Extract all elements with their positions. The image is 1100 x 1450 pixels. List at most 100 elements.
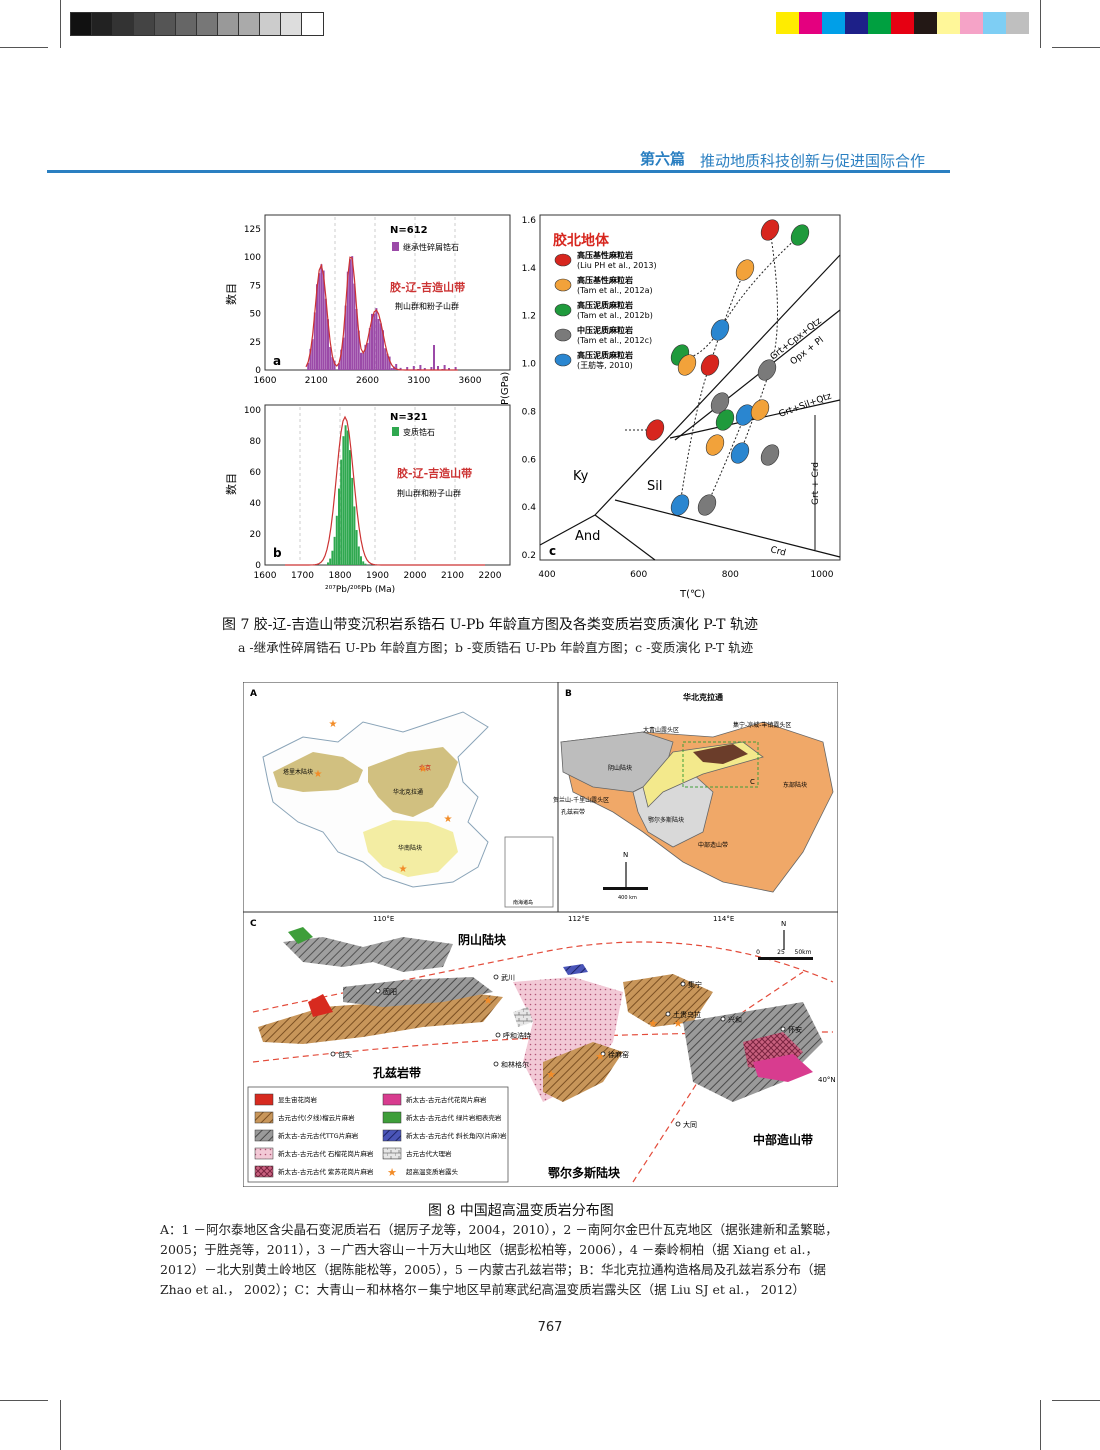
legend-marker bbox=[554, 253, 572, 267]
eastern-label: 东部陆块 bbox=[783, 781, 807, 789]
north-arrow-b: N bbox=[623, 851, 628, 859]
pt-ellipse bbox=[757, 359, 777, 381]
coordinate-label: 40°N bbox=[818, 1076, 836, 1084]
histogram-bar bbox=[327, 319, 329, 370]
scale-label-b: 400 km bbox=[618, 895, 637, 901]
gray-swatch bbox=[91, 12, 114, 36]
histogram-bar bbox=[366, 342, 369, 370]
panel-B-label: B bbox=[565, 689, 572, 699]
x-tick-label: 800 bbox=[722, 570, 739, 580]
histogram-bar bbox=[364, 563, 367, 565]
y-tick-label: 125 bbox=[244, 225, 261, 235]
gray-swatch bbox=[175, 12, 198, 36]
star-icon: ★ bbox=[314, 769, 323, 780]
color-swatch bbox=[960, 12, 983, 34]
legend-swatch bbox=[254, 1165, 274, 1178]
north-china-craton bbox=[368, 747, 458, 817]
histogram-bar bbox=[353, 506, 356, 565]
color-swatch bbox=[845, 12, 868, 34]
amphibolite bbox=[563, 964, 588, 975]
histogram-bar bbox=[379, 323, 382, 370]
panel-b-n: N=321 bbox=[390, 412, 428, 423]
place-marker bbox=[493, 1061, 499, 1067]
histogram-bar bbox=[344, 425, 347, 565]
and-sil-boundary bbox=[594, 514, 656, 561]
star-icon: ★ bbox=[399, 864, 408, 875]
histogram-bar bbox=[357, 330, 360, 370]
marble bbox=[513, 1007, 533, 1027]
histogram-bar bbox=[373, 313, 376, 370]
header-rule bbox=[47, 170, 950, 173]
histogram-bar bbox=[316, 284, 318, 370]
panel-b-xlabel: ²⁰⁷Pb/²⁰⁶Pb (Ma) bbox=[325, 585, 395, 595]
figure8-panel-a: A 南海诸岛 塔里木陆块 北京 华北克拉通 华南陆块 ★ ★ ★ ★ ★ bbox=[243, 682, 559, 913]
metapelite-west bbox=[258, 992, 503, 1044]
y-tick-label: 80 bbox=[250, 437, 262, 447]
legend-ref: (Tam et al., 2012a) bbox=[577, 286, 653, 295]
x-tick-label: 1800 bbox=[329, 571, 352, 581]
panel-a-ylabel: 数目 bbox=[225, 283, 238, 305]
histogram-bar bbox=[351, 256, 354, 370]
star-icon: ★ bbox=[546, 1068, 556, 1081]
crop-mark bbox=[0, 1400, 48, 1401]
legend-marker bbox=[554, 328, 572, 342]
place-marker bbox=[493, 974, 499, 980]
histogram-bar bbox=[324, 298, 327, 370]
histogram-bar bbox=[360, 352, 362, 370]
boundary-north bbox=[252, 941, 834, 1013]
color-swatch bbox=[799, 12, 822, 34]
gray-swatch bbox=[301, 12, 324, 36]
page-number: 767 bbox=[537, 1320, 563, 1335]
panel-a-belt: 胶-辽-吉造山带 bbox=[390, 280, 465, 294]
color-swatch bbox=[776, 12, 799, 34]
gray-swatch bbox=[112, 12, 135, 36]
pt-path bbox=[679, 269, 746, 506]
y-tick-label: 75 bbox=[250, 281, 261, 291]
running-header-title: 推动地质科技创新与促进国际合作 bbox=[700, 152, 926, 170]
ttg-gneiss-north bbox=[283, 937, 453, 972]
legend-swatch bbox=[254, 1093, 274, 1106]
figure-8-caption-body: A：1 －阿尔泰地区含尖晶石变泥质岩石（据厉子龙等，2004，2010），2 －… bbox=[160, 1220, 940, 1300]
grt-cpx-reaction bbox=[674, 309, 841, 441]
figure-8: A 南海诸岛 塔里木陆块 北京 华北克拉通 华南陆块 ★ ★ ★ ★ ★ B 华北克拉通… bbox=[243, 682, 838, 1187]
coordinate-label: 110°E bbox=[373, 915, 394, 923]
histogram-bar bbox=[309, 348, 312, 370]
ky-sil-boundary bbox=[594, 254, 841, 516]
place-label: 怀安 bbox=[788, 1025, 802, 1034]
panel-b-belt: 胶-辽-吉造山带 bbox=[397, 466, 472, 480]
gray-swatch bbox=[133, 12, 156, 36]
y-tick-label: 40 bbox=[250, 499, 262, 509]
ncc-label: 华北克拉通 bbox=[393, 788, 423, 796]
reaction-label-4: Grt + Crd bbox=[811, 462, 821, 505]
histogram-bar bbox=[382, 330, 384, 370]
caption-line: Zhao et al.， 2002）；C：大青山－和林格尔－集宁地区早前寒武纪高… bbox=[160, 1282, 806, 1297]
histogram-bar bbox=[331, 357, 334, 370]
histogram-bar bbox=[346, 430, 349, 565]
scb-label: 华南陆块 bbox=[398, 844, 422, 852]
histogram-bar bbox=[371, 313, 373, 370]
scale-label: 0 bbox=[756, 949, 760, 956]
y-tick-label: 0.2 bbox=[522, 551, 536, 561]
legend-label: 古元古代(夕线)榴云片麻岩 bbox=[278, 1113, 355, 1122]
legend-swatch bbox=[254, 1111, 274, 1124]
crop-mark bbox=[1040, 0, 1041, 48]
granite-body bbox=[308, 994, 333, 1017]
star-icon: ★ bbox=[648, 1017, 658, 1030]
inset-label: 南海诸岛 bbox=[513, 899, 533, 906]
panel-C-box bbox=[682, 741, 759, 788]
place-label: 包头 bbox=[338, 1050, 352, 1059]
x-tick-label: 1000 bbox=[811, 570, 834, 580]
figure-7-caption-sub: a -继承性碎屑锆石 U-Pb 年龄直方图；b -变质锆石 U-Pb 年龄直方图… bbox=[238, 640, 754, 655]
histogram-bar bbox=[346, 271, 349, 370]
y-tick-label: 20 bbox=[250, 530, 262, 540]
scale-label: 25 bbox=[777, 949, 785, 956]
legend-label: 超高温变质岩露头 bbox=[406, 1167, 459, 1176]
caption-line: 2012）－北大别黄土岭地区（据陈能松等，2005），5 －内蒙古孔兹岩带；B：… bbox=[160, 1262, 826, 1277]
histogram-bar bbox=[349, 450, 351, 565]
figure7-panel-c: 0.2 0.4 0.6 0.8 1.0 1.2 1.4 1.6 400 600 800 1000 P… bbox=[500, 214, 841, 600]
crop-mark bbox=[60, 1400, 61, 1450]
histogram-bar bbox=[307, 362, 310, 370]
star-icon: ★ bbox=[329, 719, 338, 730]
